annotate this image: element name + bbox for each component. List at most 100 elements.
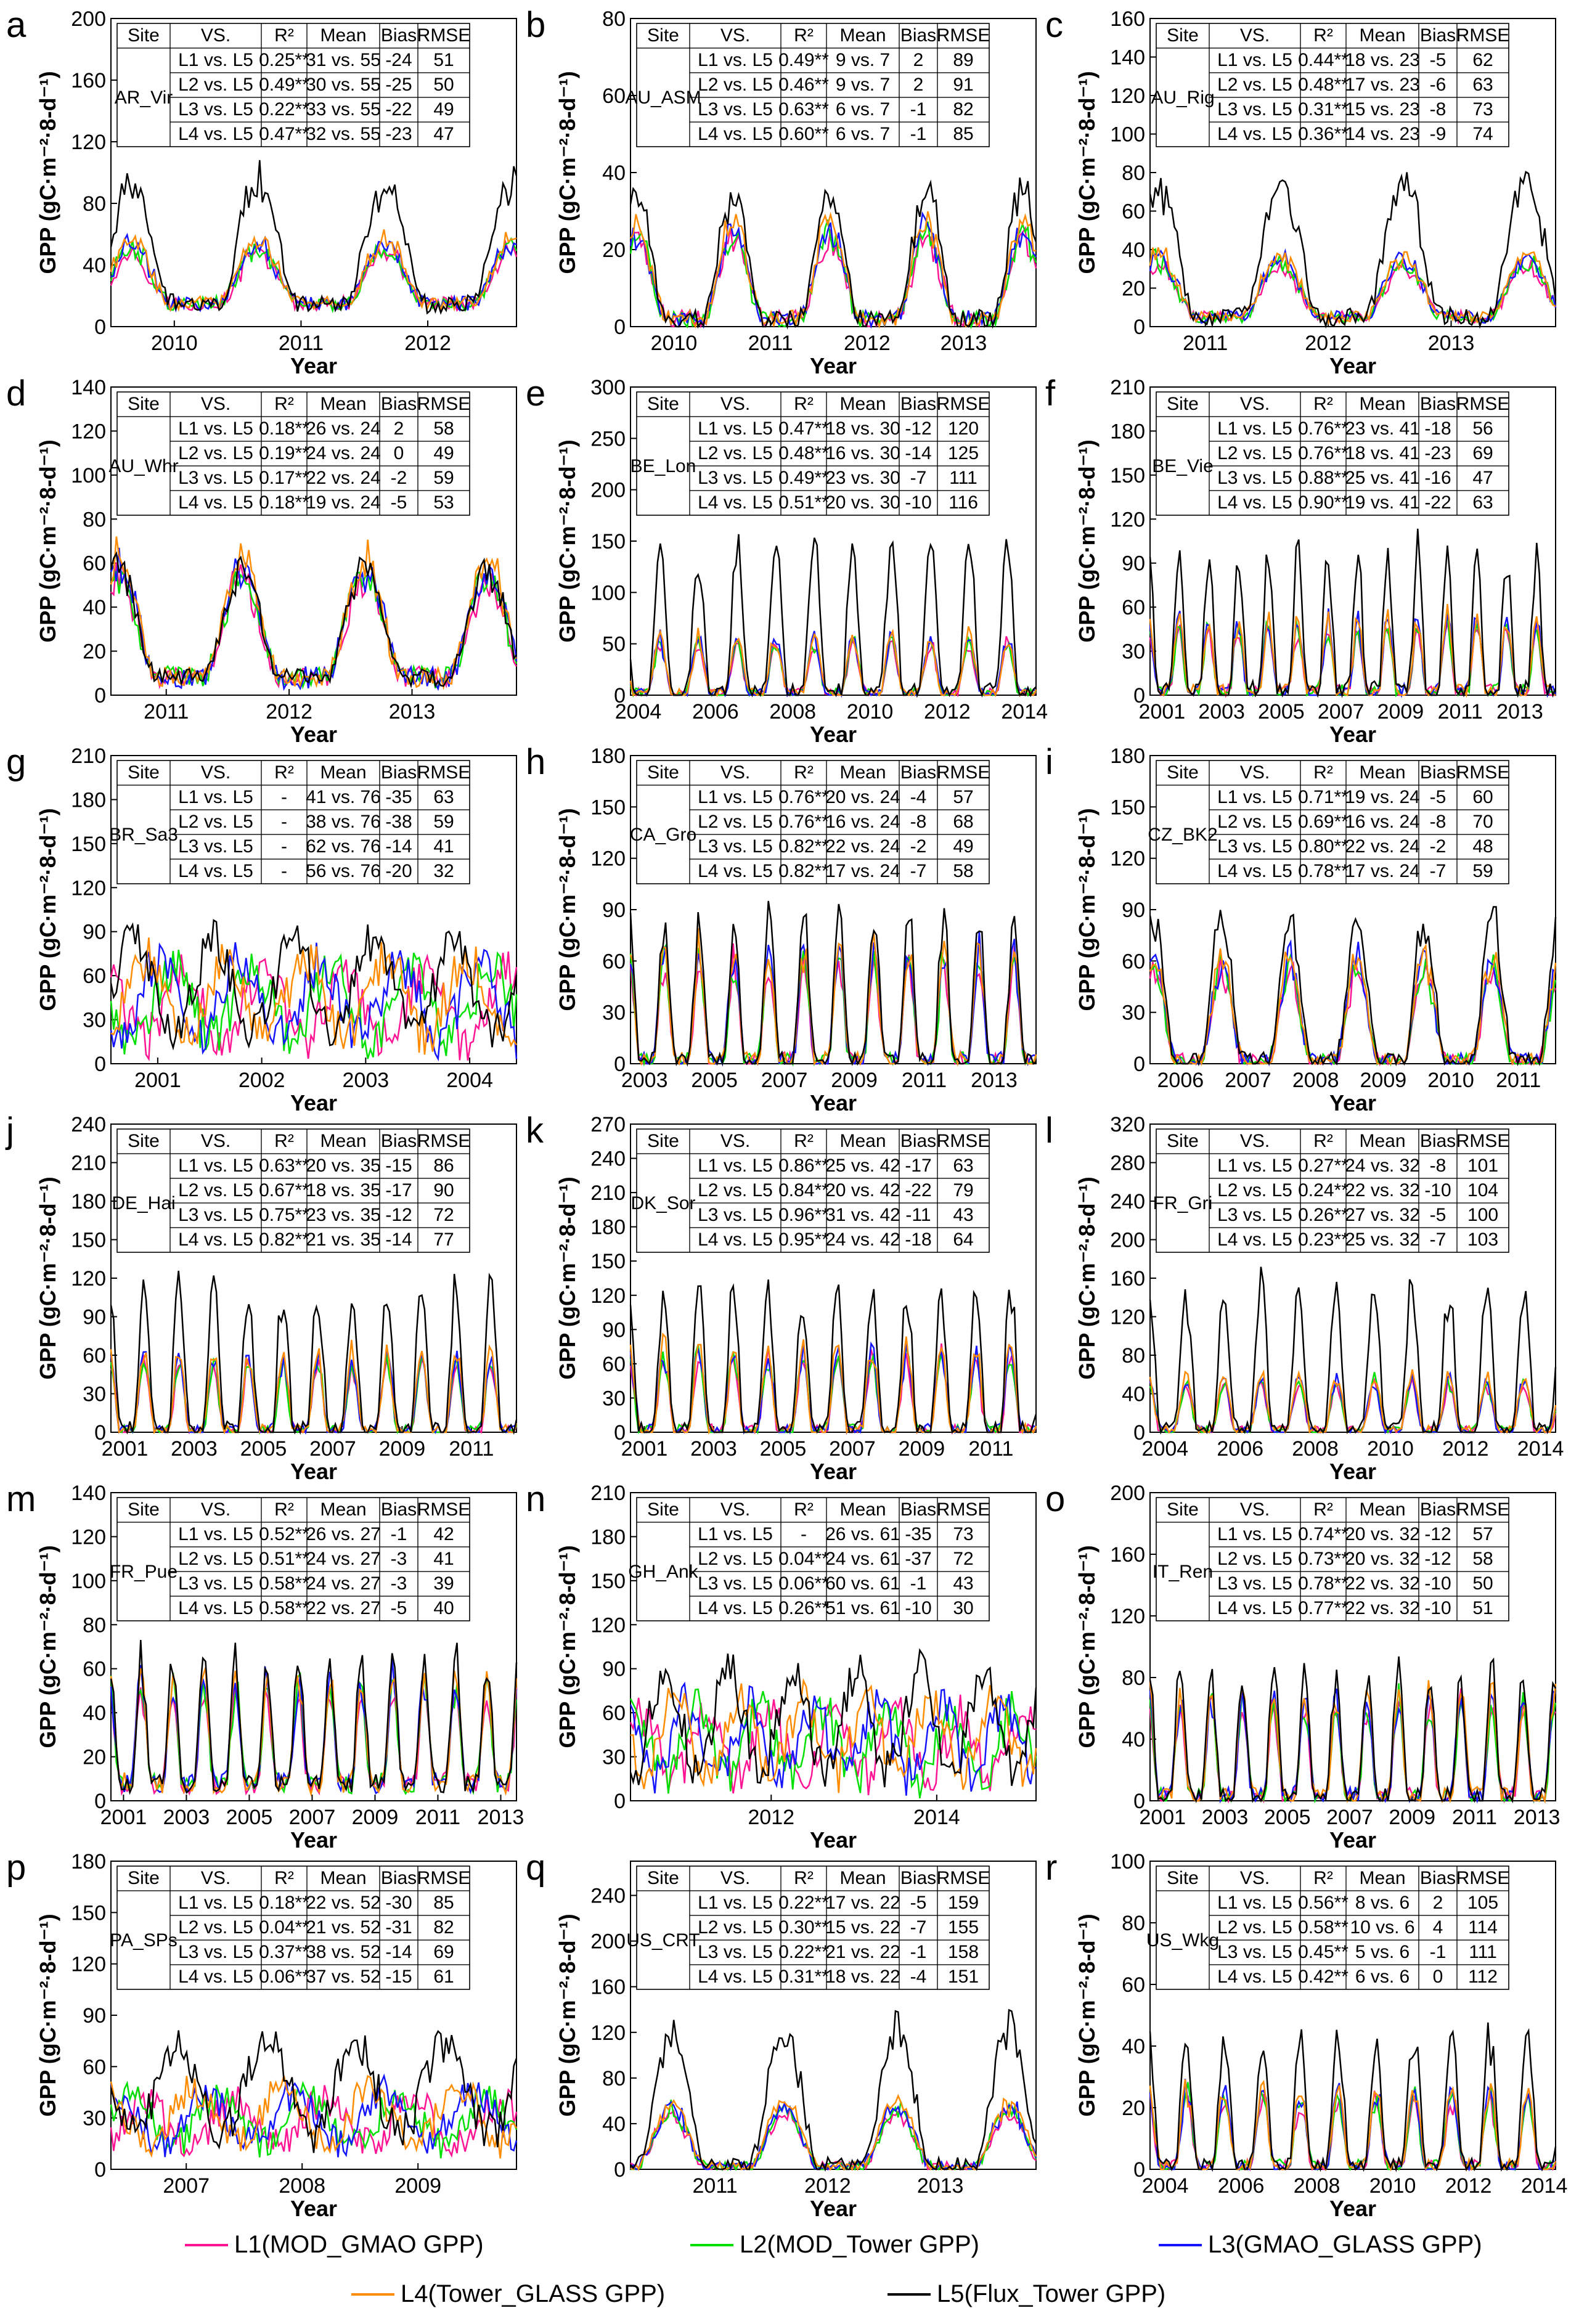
table-cell-text: -1 (1430, 1942, 1447, 1962)
x-tick-label: 2006 (1157, 1069, 1204, 1092)
table-cell-text: -22 (905, 1180, 931, 1201)
y-tick-label: 100 (1110, 123, 1145, 147)
legend-label-L4: L4(Tower_GLASS GPP) (401, 2280, 665, 2307)
x-tick-label: 2011 (1452, 1806, 1497, 1829)
table-cell-text: 24 vs. 24 (306, 443, 381, 463)
table-cell-text: -35 (905, 1524, 931, 1544)
series-L4 (110, 2074, 518, 2159)
x-tick-label: 2005 (691, 1069, 738, 1092)
table-cell-text: 50 (1472, 1573, 1493, 1594)
table-header-text: Bias (1420, 25, 1456, 46)
table-cell-text: L3 vs. L5 (698, 1205, 773, 1225)
series-L5 (629, 177, 1037, 330)
table-cell-text: L4 vs. L5 (1217, 1229, 1292, 1250)
table-cell-text: 27 vs. 32 (1345, 1205, 1420, 1225)
x-axis-title: Year (1329, 353, 1376, 378)
panel-letter: j (5, 1111, 14, 1151)
x-axis-title: Year (1329, 1090, 1376, 1115)
y-tick-label: 140 (1110, 46, 1145, 70)
table-cell-text: 51 (1472, 1598, 1493, 1618)
y-tick-label: 20 (83, 1746, 106, 1769)
series-L3 (629, 1681, 1037, 1796)
table-cell-text: 32 vs. 55 (306, 124, 381, 144)
table-header-text: VS. (720, 762, 750, 783)
table-cell-text: 0.90** (1298, 492, 1349, 513)
table-header-text: RMSE (417, 25, 471, 46)
table-cell-text: 22 vs. 52 (306, 1893, 381, 1913)
table-cell-text: 63 (953, 1156, 973, 1176)
table-cell-text: L3 vs. L5 (178, 1942, 253, 1962)
y-tick-label: 40 (602, 2113, 626, 2136)
table-cell-text: L1 vs. L5 (178, 50, 253, 70)
table-cell-text: -15 (385, 1156, 412, 1176)
y-tick-label: 40 (1122, 2035, 1145, 2058)
table-cell-text: 42 (433, 1524, 454, 1544)
table-cell-text: 0.47** (259, 124, 309, 144)
x-tick-label: 2003 (171, 1437, 218, 1461)
y-tick-label: 180 (1110, 420, 1145, 443)
y-tick-label: 180 (71, 1850, 106, 1873)
table-cell-text: -14 (385, 1942, 412, 1962)
table-cell-text: -22 (385, 99, 412, 120)
table-cell-text: 19 vs. 41 (1345, 492, 1420, 513)
table-cell-text: L2 vs. L5 (698, 812, 773, 832)
table-header-text: Site (1167, 1499, 1199, 1520)
x-axis-title: Year (810, 1090, 857, 1115)
table-cell-text: 125 (948, 443, 979, 463)
table-cell-text: L3 vs. L5 (1217, 1942, 1292, 1962)
table-cell-text: 0.74** (1298, 1524, 1349, 1544)
table-cell-text: 73 (953, 1524, 973, 1544)
y-tick-label: 250 (590, 427, 626, 451)
y-tick-label: 240 (590, 1148, 626, 1171)
x-tick-label: 2012 (1445, 2174, 1492, 2198)
y-axis-title: GPP (gC·m⁻²·8-d⁻¹) (555, 439, 580, 642)
table-site-name: AR_Vir (115, 88, 173, 108)
table-header-text: VS. (720, 394, 750, 414)
table-cell-text: L1 vs. L5 (698, 1156, 773, 1176)
x-axis-title: Year (810, 1827, 857, 1853)
table-cell-text: 77 (433, 1229, 454, 1250)
y-tick-label: 40 (1122, 1383, 1145, 1406)
legend-label-L3: L3(GMAO_GLASS GPP) (1208, 2231, 1482, 2258)
table-site-name: US_Wkg (1146, 1930, 1219, 1951)
table-cell-text: L1 vs. L5 (698, 1524, 773, 1544)
y-tick-label: 20 (1122, 2097, 1145, 2120)
y-tick-label: 120 (71, 420, 106, 443)
table-header-text: RMSE (937, 394, 990, 414)
y-tick-label: 200 (71, 7, 106, 31)
series-L4 (110, 536, 517, 690)
table-cell-text: 120 (948, 418, 979, 439)
series-L4 (629, 1332, 1037, 1435)
y-tick-label: 150 (590, 1250, 626, 1273)
table-cell-text: 0.82** (778, 861, 829, 881)
table-cell-text: L3 vs. L5 (178, 99, 253, 120)
table-cell-text: 16 vs. 24 (825, 812, 900, 832)
y-tick-label: 60 (83, 964, 106, 988)
x-tick-label: 2013 (1428, 332, 1475, 355)
y-tick-label: 140 (71, 1482, 106, 1505)
table-cell (417, 490, 470, 516)
table-header-text: Mean (320, 1131, 366, 1151)
table-cell-text: 0.24** (1298, 1180, 1349, 1201)
table-cell-text: L1 vs. L5 (178, 418, 253, 439)
table-cell-text: 9 vs. 7 (836, 75, 890, 95)
table-cell-text: -35 (385, 787, 412, 807)
table-header-text: Bias (381, 1868, 417, 1888)
y-tick-label: 80 (83, 192, 106, 216)
table-cell-text: 85 (433, 1893, 454, 1913)
table-cell-text: 0.30** (778, 1917, 829, 1938)
table-cell (417, 121, 470, 147)
plot-frame (630, 1861, 1037, 2170)
y-tick-label: 210 (590, 1482, 626, 1505)
table-cell-text: 47 (433, 124, 454, 144)
series-L4 (110, 229, 517, 312)
y-tick-label: 210 (71, 1152, 106, 1175)
panel-m: m GPP (gC·m⁻²·8-d⁻¹) Year 0 20 40 60 80 100 120 14… (6, 1479, 524, 1853)
table-cell (937, 1964, 990, 1990)
y-tick-label: 120 (590, 1284, 626, 1308)
table-cell-text: 20 vs. 42 (825, 1180, 900, 1201)
table-cell-text: 59 (433, 812, 454, 832)
table-cell-text: 86 (433, 1156, 454, 1176)
y-tick-label: 270 (590, 1113, 626, 1136)
